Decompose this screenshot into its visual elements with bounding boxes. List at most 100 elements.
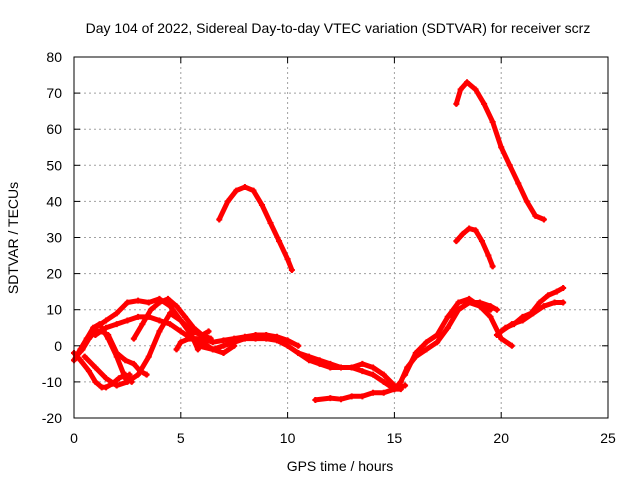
data-point xyxy=(173,346,180,353)
data-point xyxy=(327,395,334,402)
data-point xyxy=(139,321,146,328)
data-point xyxy=(241,335,248,342)
data-point xyxy=(551,299,558,306)
data-point xyxy=(164,295,171,302)
y-tick-label: 20 xyxy=(46,266,62,282)
data-point xyxy=(359,360,366,367)
data-point xyxy=(177,317,184,324)
data-point xyxy=(397,386,404,393)
data-point xyxy=(348,393,355,400)
data-point xyxy=(186,335,193,342)
data-point xyxy=(444,324,451,331)
data-point xyxy=(481,100,488,107)
data-point xyxy=(156,299,163,306)
chart-title: Day 104 of 2022, Sidereal Day-to-day VTE… xyxy=(86,20,591,36)
data-point xyxy=(423,339,430,346)
data-point xyxy=(231,339,238,346)
data-point xyxy=(81,353,88,360)
data-point xyxy=(472,86,479,93)
data-point xyxy=(147,306,154,313)
data-point xyxy=(444,313,451,320)
data-point xyxy=(489,118,496,125)
data-point xyxy=(493,331,500,338)
y-axis-label: SDTVAR / TECUs xyxy=(5,182,21,294)
y-tick-label: 70 xyxy=(46,85,62,101)
data-point xyxy=(370,389,377,396)
data-point xyxy=(156,328,163,335)
data-point xyxy=(145,299,152,306)
data-point xyxy=(359,368,366,375)
data-point xyxy=(103,324,110,331)
data-point xyxy=(380,378,387,385)
data-point xyxy=(284,256,291,263)
data-point xyxy=(412,350,419,357)
data-point xyxy=(209,346,216,353)
y-tick-label: 10 xyxy=(46,302,62,318)
x-tick-label: 0 xyxy=(70,430,78,446)
data-point xyxy=(327,364,334,371)
data-point xyxy=(130,335,137,342)
data-point xyxy=(338,396,344,403)
series-line-arc-10 xyxy=(216,184,295,273)
axis-ticks: 0 5 10 15 20 25 -20 -10 0 10 20 30 40 50 60 70 80 xyxy=(42,49,616,446)
data-point xyxy=(487,313,494,320)
grid xyxy=(74,57,608,418)
data-point xyxy=(472,227,479,234)
y-tick-label: -10 xyxy=(42,374,62,390)
data-point xyxy=(92,324,99,331)
data-point xyxy=(220,350,227,357)
data-point xyxy=(455,299,462,306)
data-point xyxy=(124,299,131,306)
data-point xyxy=(553,288,560,295)
data-point xyxy=(560,299,567,306)
series-line-arc-18 xyxy=(453,79,547,222)
data-point xyxy=(402,382,409,389)
data-point xyxy=(177,339,184,346)
data-point xyxy=(220,337,227,344)
data-point xyxy=(536,299,543,306)
data-point xyxy=(124,378,131,385)
data-point xyxy=(380,371,387,378)
y-tick-label: 80 xyxy=(46,49,62,65)
data-point xyxy=(423,346,430,353)
data-point xyxy=(498,144,505,151)
data-point xyxy=(252,335,259,342)
data-point xyxy=(92,378,99,385)
y-tick-label: 40 xyxy=(46,193,62,209)
data-point xyxy=(194,342,201,349)
data-point xyxy=(295,342,302,349)
data-point xyxy=(380,389,387,396)
data-point xyxy=(457,86,464,93)
data-point xyxy=(402,371,409,378)
data-point xyxy=(113,350,120,357)
data-point xyxy=(92,364,99,371)
data-point xyxy=(459,230,466,237)
data-point xyxy=(540,216,547,223)
x-tick-label: 20 xyxy=(493,430,509,446)
data-point xyxy=(135,297,142,304)
data-point xyxy=(312,396,319,403)
data-point xyxy=(177,328,184,335)
data-point xyxy=(143,371,150,378)
data-point xyxy=(453,238,460,245)
data-point xyxy=(506,162,513,169)
data-point xyxy=(508,321,515,328)
data-point xyxy=(560,285,567,292)
data-point xyxy=(391,386,398,393)
data-point xyxy=(173,303,180,310)
data-point xyxy=(370,371,377,378)
data-point xyxy=(75,350,82,357)
data-point xyxy=(523,198,530,205)
series-line-arc-7 xyxy=(131,296,214,342)
plot-area xyxy=(71,79,567,403)
data-point xyxy=(167,310,174,317)
data-point xyxy=(145,353,152,360)
y-tick-label: 50 xyxy=(46,157,62,173)
data-point xyxy=(135,371,142,378)
series-line-arc-13 xyxy=(391,300,493,392)
data-point xyxy=(103,384,110,391)
data-point xyxy=(167,321,174,328)
data-point xyxy=(476,299,483,306)
data-point xyxy=(493,306,500,313)
